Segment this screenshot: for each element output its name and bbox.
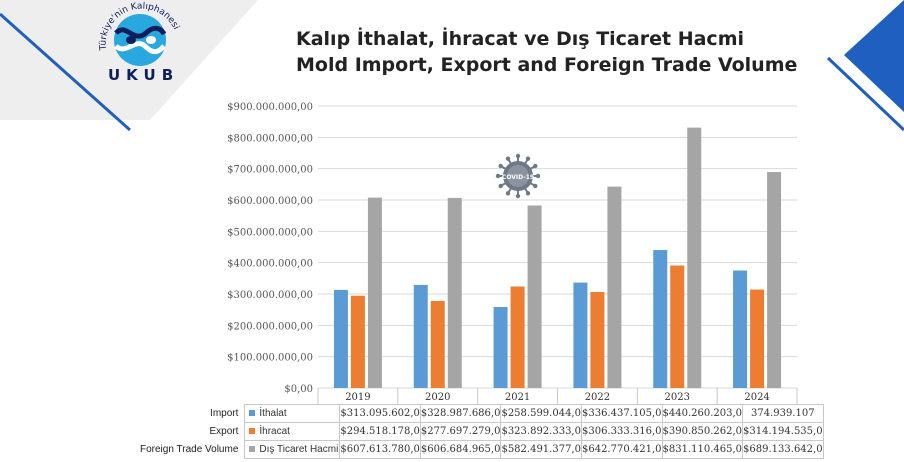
table-cell: $313.095.602,0 [339, 404, 421, 423]
bars [333, 127, 782, 388]
table-cell: $258.599.044,0 [500, 404, 582, 423]
y-tick-label: $400.000.000,00 [227, 259, 313, 270]
bar-import-2021 [493, 306, 508, 388]
y-tick-label: $900.000.000,00 [227, 102, 313, 113]
x-tick-label: 2021 [505, 392, 530, 403]
logo-graphic: Türkiye'nin Kalıphanesi [0, 0, 258, 132]
bar-export-2022 [590, 292, 605, 388]
y-tick-label: $300.000.000,00 [227, 290, 313, 301]
table-row-volume: Foreign Trade Volume Dış Ticaret Hacmi $60… [140, 440, 824, 459]
series-name: İthalat [259, 408, 287, 419]
bar-export-2020 [430, 300, 445, 388]
table-cell: $606.684.965,0 [419, 440, 502, 459]
table-cell: $642.770.421,0 [580, 440, 663, 459]
bar-export-2019 [350, 295, 365, 388]
data-table: Import İthalat $313.095.602,0 $328.987.686,… [140, 404, 824, 459]
table-cell: $306.333.316,0 [580, 422, 663, 441]
table-cell: $323.892.333,0 [500, 422, 582, 441]
series-name: İhracat [259, 426, 290, 437]
legend-swatch [249, 446, 256, 453]
row-label: Export [209, 426, 239, 437]
x-tick-label: 2019 [345, 392, 370, 403]
x-tick-label: 2024 [744, 392, 769, 403]
bar-import-2019 [333, 289, 348, 388]
bar-import-2020 [413, 284, 428, 388]
y-tick-label: $500.000.000,00 [227, 227, 313, 238]
table-row-import: Import İthalat $313.095.602,0 $328.987.686,… [140, 404, 824, 423]
y-tick-label: $100.000.000,00 [227, 353, 313, 364]
table-cell: $440.260.203,0 [661, 404, 744, 423]
series-name: Dış Ticaret Hacmi [259, 444, 339, 455]
bar-import-2023 [653, 250, 668, 388]
y-tick-label: $200.000.000,00 [227, 321, 313, 332]
bar-volume-2021 [527, 205, 542, 388]
y-tick-label: $800.000.000,00 [227, 133, 313, 144]
bar-export-2023 [670, 265, 685, 388]
table-cell: $328.987.686,0 [419, 404, 502, 423]
table-cell: $390.850.262,0 [661, 422, 744, 441]
legend-swatch [249, 410, 256, 417]
table-cell: $336.437.105,0 [580, 404, 663, 423]
gridlines [318, 105, 797, 389]
table-row-export: Export İhracat $294.518.178,0 $277.697.279,… [140, 422, 824, 441]
virus-icon: COVID-19 [495, 153, 541, 199]
table-cell: $314.194.535,0 [742, 422, 824, 441]
bar-volume-2023 [687, 127, 702, 388]
bar-volume-2024 [767, 172, 782, 388]
bar-import-2022 [573, 282, 588, 388]
table-cell: $294.518.178,0 [339, 422, 421, 441]
title-line-tr: Kalıp İthalat, İhracat ve Dış Ticaret Ha… [296, 28, 745, 50]
table-cell: $277.697.279,0 [419, 422, 502, 441]
table-cell: $582.491.377,0 [500, 440, 582, 459]
row-label: Foreign Trade Volume [140, 444, 239, 455]
series-legend: İthalat [244, 404, 341, 423]
y-tick-label: $700.000.000,00 [227, 165, 313, 176]
legend-swatch [249, 428, 256, 435]
table-cell: $831.110.465,0 [661, 440, 744, 459]
bar-volume-2019 [367, 197, 382, 388]
logo-name: UKUB [108, 66, 180, 84]
table-cell: 374.939.107 [742, 404, 824, 423]
y-tick-label: $600.000.000,00 [227, 196, 313, 207]
bar-export-2024 [750, 289, 765, 388]
corner-decoration [826, 0, 904, 132]
series-legend: Dış Ticaret Hacmi [244, 440, 341, 459]
table-cell: $607.613.780,0 [339, 440, 421, 459]
bar-volume-2020 [447, 197, 462, 388]
covid-badge: COVID-19 [495, 153, 541, 199]
bar-chart: $0,00 $100.000.000,00 $200.000.000,00 $300.… [227, 102, 798, 404]
chart-title: Kalıp İthalat, İhracat ve Dış Ticaret Ha… [296, 26, 797, 78]
title-line-en: Mold Import, Export and Foreign Trade Vo… [296, 54, 798, 76]
table-cell: $689.133.642,0 [742, 440, 824, 459]
bar-volume-2022 [607, 186, 622, 388]
covid-label: COVID-19 [502, 174, 534, 181]
bar-export-2021 [510, 286, 525, 388]
x-tick-label: 2022 [585, 392, 610, 403]
y-axis-ticks: $0,00 $100.000.000,00 $200.000.000,00 $300.… [227, 102, 313, 395]
x-tick-label: 2020 [425, 392, 450, 403]
y-tick-label: $0,00 [284, 384, 313, 395]
ukub-logo: Türkiye'nin Kalıphanesi UKUB [0, 0, 270, 135]
x-axis-ticks: 2019 2020 2021 2022 2023 2024 [317, 388, 798, 404]
row-label: Import [210, 408, 239, 419]
bar-import-2024 [733, 270, 748, 388]
x-tick-label: 2023 [665, 392, 690, 403]
series-legend: İhracat [244, 422, 341, 441]
